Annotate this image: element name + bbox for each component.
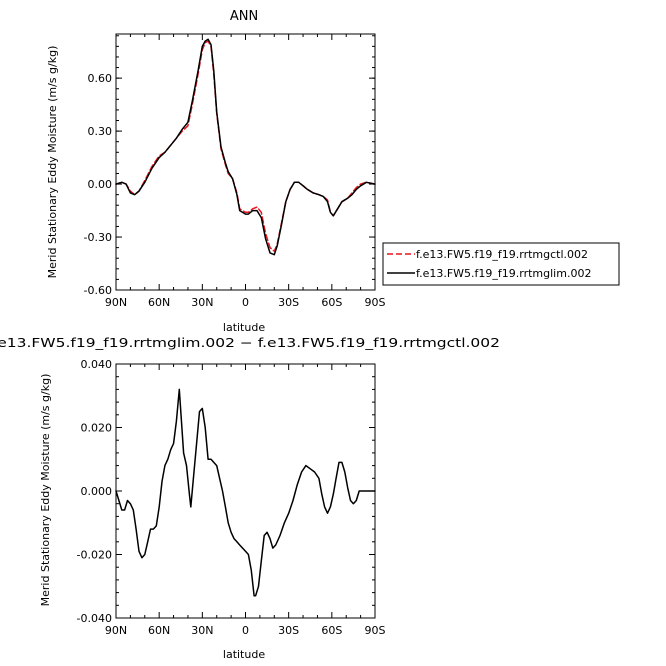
y-tick-label: -0.020 [77,549,112,562]
y-tick-label: -0.30 [84,231,112,244]
x-tick-label: 60S [321,296,342,309]
y-tick-label: 0.30 [88,125,113,138]
series-layer [115,38,376,256]
x-tick-label: 60N [148,296,170,309]
plot-frame [115,33,376,291]
tick-layer: 90N 60N 30N 0 30S 60S 90S 0.040 0.020 0.000 -0.020… [77,358,386,637]
y-tick-label: -0.60 [84,284,112,297]
x-tick-label: 90N [105,624,127,637]
legend: f.e13.FW5.f19_f19.rrtmgctl.002 f.e13.FW5… [382,242,620,286]
y-tick-label: 0.040 [81,358,113,371]
x-axis-label: latitude [223,321,265,334]
x-tick-label: 60S [321,624,342,637]
series-line-0 [115,40,376,252]
difference-panel: f.e13.FW5.f19_f19.rrtmglim.002 − f.e13.F… [0,335,500,661]
y-axis-label: Merid Stationary Eddy Moisture (m/s g/kg… [46,46,59,279]
x-tick-label: 30N [191,296,213,309]
legend-entry-lim: f.e13.FW5.f19_f19.rrtmglim.002 [416,267,591,280]
mean-panel: ANN Merid Stationary Eddy Moisture (m/s … [46,9,386,334]
x-tick-label: 0 [242,296,249,309]
legend-box [382,242,620,286]
x-tick-label: 30S [278,624,299,637]
x-tick-label: 60N [148,624,170,637]
y-tick-label: -0.040 [77,612,112,625]
x-tick-label: 90S [365,624,386,637]
y-axis-label: Merid Stationary Eddy Moisture (m/s g/kg… [39,374,52,607]
x-tick-label: 30N [191,624,213,637]
tick-layer: 90N 60N 30N 0 30S 60S 90S 0.60 0.30 0.00 -0.30 -0.6… [84,34,386,309]
y-tick-label: 0.000 [81,485,113,498]
chart-title: f.e13.FW5.f19_f19.rrtmglim.002 − f.e13.F… [0,335,500,350]
x-tick-label: 90S [365,296,386,309]
y-tick-label: 0.00 [88,178,113,191]
x-tick-label: 90N [105,296,127,309]
x-tick-label: 0 [242,624,249,637]
chart-title: ANN [230,9,258,24]
y-tick-label: 0.020 [81,422,113,435]
series-line-0 [115,388,376,597]
x-axis-label: latitude [223,648,265,661]
legend-entry-ctl: f.e13.FW5.f19_f19.rrtmgctl.002 [416,248,588,261]
series-layer [115,388,376,597]
plot-frame [115,363,376,619]
y-tick-label: 0.60 [88,72,113,85]
series-line-1 [115,38,376,256]
x-tick-label: 30S [278,296,299,309]
